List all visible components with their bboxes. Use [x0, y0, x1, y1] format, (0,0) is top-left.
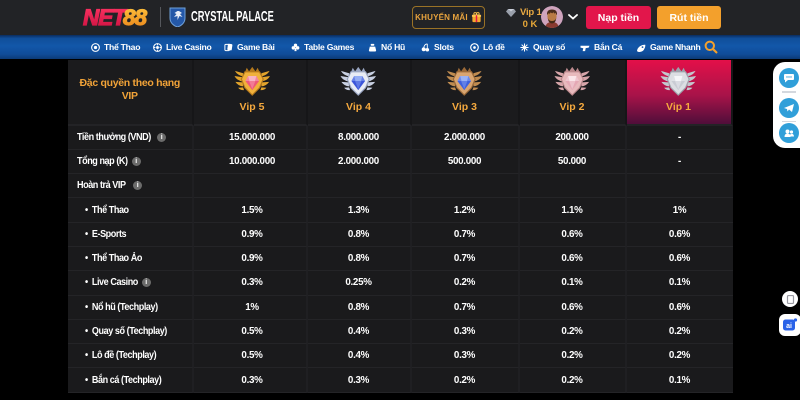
- svg-text:NET: NET: [83, 5, 128, 30]
- svg-text:88: 88: [123, 5, 148, 30]
- svg-text:ai: ai: [786, 323, 792, 330]
